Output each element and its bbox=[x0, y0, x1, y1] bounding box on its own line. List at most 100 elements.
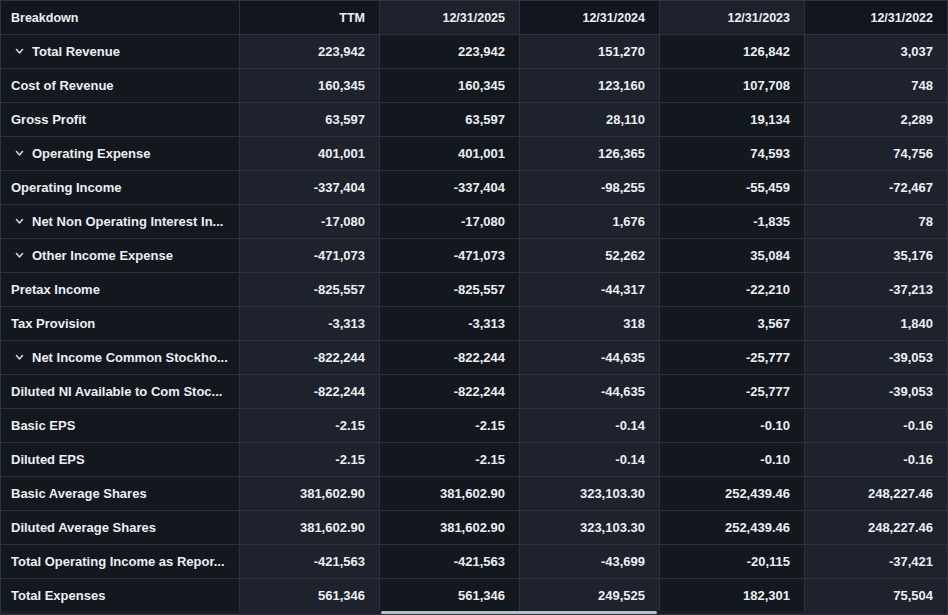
value-cell: -98,255 bbox=[520, 171, 660, 205]
value-cell: 63,597 bbox=[380, 103, 520, 137]
value-cell: -20,115 bbox=[660, 545, 805, 579]
value-cell: 3,567 bbox=[660, 307, 805, 341]
value-cell: -17,080 bbox=[240, 205, 380, 239]
row-label: Net Income Common Stockho... bbox=[32, 350, 228, 365]
value-cell: 318 bbox=[520, 307, 660, 341]
row-label-cell[interactable]: Operating Expense bbox=[1, 137, 240, 171]
value-cell: 74,756 bbox=[805, 137, 947, 171]
horizontal-scrollbar-track[interactable] bbox=[1, 611, 947, 614]
value-cell: -0.16 bbox=[805, 409, 947, 443]
row-label-cell: Basic Average Shares bbox=[1, 477, 240, 511]
row-label: Net Non Operating Interest In... bbox=[32, 214, 223, 229]
value-cell: 2,289 bbox=[805, 103, 947, 137]
value-cell: -0.16 bbox=[805, 443, 947, 477]
value-cell: -39,053 bbox=[805, 341, 947, 375]
table-row: Operating Income-337,404-337,404-98,255-… bbox=[1, 171, 947, 205]
value-cell: -2.15 bbox=[240, 409, 380, 443]
value-cell: -0.10 bbox=[660, 443, 805, 477]
row-label-cell[interactable]: Net Income Common Stockho... bbox=[1, 341, 240, 375]
header-cell-12-31-2022: 12/31/2022 bbox=[805, 1, 947, 35]
value-cell: 252,439.46 bbox=[660, 511, 805, 545]
row-label-cell: Diluted NI Available to Com Stoc... bbox=[1, 375, 240, 409]
value-cell: -43,699 bbox=[520, 545, 660, 579]
row-label: Diluted NI Available to Com Stoc... bbox=[11, 384, 222, 399]
value-cell: -2.15 bbox=[380, 443, 520, 477]
value-cell: -0.10 bbox=[660, 409, 805, 443]
table-row: Basic EPS-2.15-2.15-0.14-0.10-0.16 bbox=[1, 409, 947, 443]
value-cell: 35,176 bbox=[805, 239, 947, 273]
value-cell: -1,835 bbox=[660, 205, 805, 239]
value-cell: -37,421 bbox=[805, 545, 947, 579]
table-row: Operating Expense401,001401,001126,36574… bbox=[1, 137, 947, 171]
value-cell: 160,345 bbox=[240, 69, 380, 103]
value-cell: 748 bbox=[805, 69, 947, 103]
value-cell: -825,557 bbox=[380, 273, 520, 307]
value-cell: 52,262 bbox=[520, 239, 660, 273]
value-cell: 75,504 bbox=[805, 579, 947, 613]
row-label-cell: Basic EPS bbox=[1, 409, 240, 443]
value-cell: 401,001 bbox=[240, 137, 380, 171]
row-label-cell: Diluted Average Shares bbox=[1, 511, 240, 545]
header-cell-breakdown: Breakdown bbox=[1, 1, 240, 35]
header-cell-12-31-2025: 12/31/2025 bbox=[380, 1, 520, 35]
value-cell: 223,942 bbox=[240, 35, 380, 69]
row-label-cell: Total Operating Income as Repor... bbox=[1, 545, 240, 579]
table-row: Total Operating Income as Repor... -421,5… bbox=[1, 545, 947, 579]
row-label: Diluted Average Shares bbox=[11, 520, 156, 535]
row-label-cell[interactable]: Other Income Expense bbox=[1, 239, 240, 273]
value-cell: -25,777 bbox=[660, 341, 805, 375]
value-cell: -471,073 bbox=[240, 239, 380, 273]
value-cell: 223,942 bbox=[380, 35, 520, 69]
row-label-cell: Gross Profit bbox=[1, 103, 240, 137]
row-label-cell: Diluted EPS bbox=[1, 443, 240, 477]
value-cell: 561,346 bbox=[380, 579, 520, 613]
table-header-row: BreakdownTTM12/31/202512/31/202412/31/20… bbox=[1, 1, 947, 35]
value-cell: -337,404 bbox=[240, 171, 380, 205]
value-cell: -825,557 bbox=[240, 273, 380, 307]
value-cell: 126,365 bbox=[520, 137, 660, 171]
value-cell: 151,270 bbox=[520, 35, 660, 69]
value-cell: 401,001 bbox=[380, 137, 520, 171]
value-cell: -421,563 bbox=[380, 545, 520, 579]
value-cell: -822,244 bbox=[240, 375, 380, 409]
table-row: Diluted EPS-2.15-2.15-0.14-0.10-0.16 bbox=[1, 443, 947, 477]
row-label: Diluted EPS bbox=[11, 452, 85, 467]
value-cell: -3,313 bbox=[240, 307, 380, 341]
table-row: Tax Provision-3,313-3,3133183,5671,840 bbox=[1, 307, 947, 341]
row-label: Basic Average Shares bbox=[11, 486, 147, 501]
value-cell: -25,777 bbox=[660, 375, 805, 409]
value-cell: 381,602.90 bbox=[240, 511, 380, 545]
value-cell: 248,227.46 bbox=[805, 511, 947, 545]
chevron-down-icon bbox=[14, 216, 25, 227]
value-cell: 123,160 bbox=[520, 69, 660, 103]
row-label-cell: Pretax Income bbox=[1, 273, 240, 307]
value-cell: -822,244 bbox=[240, 341, 380, 375]
table-row: Diluted NI Available to Com Stoc... -822,… bbox=[1, 375, 947, 409]
value-cell: 78 bbox=[805, 205, 947, 239]
chevron-down-icon bbox=[14, 148, 25, 159]
value-cell: -39,053 bbox=[805, 375, 947, 409]
table-row: Total Revenue223,942223,942151,270126,84… bbox=[1, 35, 947, 69]
row-label-cell[interactable]: Total Revenue bbox=[1, 35, 240, 69]
value-cell: -2.15 bbox=[380, 409, 520, 443]
row-label-cell: Total Expenses bbox=[1, 579, 240, 613]
value-cell: -44,317 bbox=[520, 273, 660, 307]
chevron-down-icon bbox=[14, 250, 25, 261]
value-cell: -337,404 bbox=[380, 171, 520, 205]
value-cell: 35,084 bbox=[660, 239, 805, 273]
row-label: Total Operating Income as Repor... bbox=[11, 554, 225, 569]
row-label-cell: Tax Provision bbox=[1, 307, 240, 341]
value-cell: -55,459 bbox=[660, 171, 805, 205]
value-cell: 252,439.46 bbox=[660, 477, 805, 511]
row-label: Other Income Expense bbox=[32, 248, 173, 263]
value-cell: -421,563 bbox=[240, 545, 380, 579]
row-label-cell[interactable]: Net Non Operating Interest In... bbox=[1, 205, 240, 239]
value-cell: 1,840 bbox=[805, 307, 947, 341]
value-cell: -0.14 bbox=[520, 409, 660, 443]
value-cell: -44,635 bbox=[520, 341, 660, 375]
horizontal-scrollbar-thumb[interactable] bbox=[381, 611, 657, 614]
value-cell: 74,593 bbox=[660, 137, 805, 171]
table-row: Pretax Income-825,557-825,557-44,317-22,… bbox=[1, 273, 947, 307]
header-cell-ttm: TTM bbox=[240, 1, 380, 35]
value-cell: -0.14 bbox=[520, 443, 660, 477]
